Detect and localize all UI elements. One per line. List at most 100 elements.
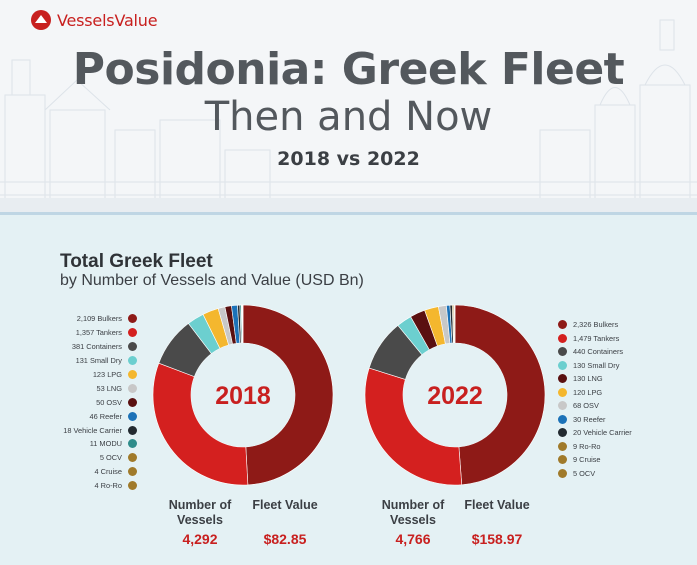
donut-2022-hole	[403, 343, 507, 447]
legend-swatch	[128, 328, 137, 338]
donut-2022-slice-11	[454, 304, 456, 344]
legend-item: 9 Ro-Ro	[558, 440, 632, 454]
legend-item: 20 Vehicle Carrier	[558, 426, 632, 440]
legend-item: 46 Reefer	[63, 409, 137, 423]
comparison-label: 2018 vs 2022	[277, 148, 420, 170]
legend-label: 131 Small Dry	[75, 356, 122, 366]
stat-2022-vessels-label: Number of Vessels	[381, 498, 445, 527]
legend-label: 2,109 Bulkers	[76, 314, 122, 324]
legend-swatch	[128, 356, 137, 366]
city-skyline-illustration	[0, 19, 697, 212]
legend-swatch	[128, 383, 137, 393]
legend-label: 20 Vehicle Carrier	[573, 428, 632, 438]
legend-swatch	[128, 342, 137, 352]
legend-label: 30 Reefer	[573, 414, 606, 424]
stat-2018-fleet-label: Fleet Value	[252, 498, 318, 512]
legend-item: 1,357 Tankers	[63, 326, 137, 340]
legend-label: 4 Cruise	[94, 467, 122, 477]
legend-item: 120 LPG	[558, 386, 632, 400]
legend-swatch	[128, 481, 137, 491]
legend-label: 123 LPG	[92, 370, 122, 379]
legend-label: 9 Ro-Ro	[573, 441, 601, 451]
legend-swatch	[558, 414, 567, 424]
legend-label: 68 OSV	[573, 401, 599, 411]
legend-swatch	[558, 333, 567, 343]
legend-item: 11 MODU	[63, 437, 137, 451]
legend-item: 131 Small Dry	[63, 354, 137, 368]
legend-swatch	[558, 387, 567, 397]
brand-name: VesselsValue	[57, 10, 158, 30]
legend-item: 2,109 Bulkers	[63, 312, 137, 326]
legend-swatch	[128, 397, 137, 407]
legend-swatch	[558, 441, 567, 451]
stat-2022-fleet-label: Fleet Value	[464, 498, 530, 512]
legend-item: 130 LNG	[558, 372, 632, 386]
legend-item: 1,479 Tankers	[558, 332, 632, 346]
legend-swatch	[558, 374, 567, 384]
legend-item: 18 Vehicle Carrier	[63, 423, 137, 437]
legend-label: 4 Ro-Ro	[94, 481, 122, 491]
legend-swatch	[128, 411, 137, 421]
legend-swatch	[558, 401, 567, 411]
legend-item: 381 Containers	[63, 340, 137, 354]
brand-logo: VesselsValue	[30, 9, 158, 31]
page-title: Posidonia: Greek Fleet	[72, 44, 625, 95]
legend-swatch	[128, 467, 137, 477]
legend-label: 120 LPG	[573, 387, 603, 397]
legend-label: 53 LNG	[96, 383, 122, 393]
section-title: Total Greek Fleet	[60, 251, 213, 272]
legend-item: 30 Reefer	[558, 413, 632, 427]
legend-label: 50 OSV	[96, 397, 122, 407]
legend-label: 9 Cruise	[573, 455, 601, 465]
legend-2018: 2,109 Bulkers 1,357 Tankers 381 Containers…	[63, 312, 137, 493]
legend-swatch	[558, 428, 567, 438]
legend-swatch	[558, 468, 567, 478]
legend-item: 5 OCV	[63, 451, 137, 465]
donut-2018-hole	[191, 343, 295, 447]
stat-2022-fleet-value: $158.97	[471, 531, 523, 547]
legend-label: 46 Reefer	[89, 411, 122, 421]
legend-2022: 2,326 Bulkers 1,479 Tankers 440 Containers…	[558, 318, 632, 480]
legend-swatch	[558, 347, 567, 357]
legend-item: 2,326 Bulkers	[558, 318, 632, 332]
legend-item: 50 OSV	[63, 395, 137, 409]
legend-item: 68 OSV	[558, 399, 632, 413]
legend-item: 4 Ro-Ro	[63, 479, 137, 493]
legend-label: 2,326 Bulkers	[573, 320, 619, 330]
donut-2018-center-label: 2018	[215, 382, 271, 410]
legend-swatch	[128, 370, 137, 379]
legend-item: 9 Cruise	[558, 453, 632, 467]
legend-label: 440 Containers	[573, 347, 624, 357]
legend-label: 5 OCV	[99, 453, 122, 463]
donut-2022-center-label: 2022	[427, 382, 483, 410]
legend-label: 130 LNG	[573, 374, 603, 384]
stat-2018-vessels-value: 4,292	[182, 531, 218, 547]
legend-item: 440 Containers	[558, 345, 632, 359]
legend-swatch	[558, 360, 567, 370]
page-subtitle: Then and Now	[204, 94, 493, 140]
section-subtitle: by Number of Vessels and Value (USD Bn)	[60, 272, 364, 289]
stat-2018-fleet-value: $82.85	[263, 531, 307, 547]
header-divider	[0, 212, 697, 215]
legend-label: 381 Containers	[71, 342, 122, 352]
legend-item: 123 LPG	[63, 368, 137, 382]
legend-swatch	[558, 320, 567, 330]
legend-swatch	[128, 425, 137, 435]
legend-label: 130 Small Dry	[573, 360, 620, 370]
legend-item: 53 LNG	[63, 381, 137, 395]
legend-label: 11 MODU	[89, 439, 122, 449]
brand-logo-icon	[31, 10, 51, 30]
legend-item: 4 Cruise	[63, 465, 137, 479]
legend-label: 1,357 Tankers	[75, 328, 122, 338]
stat-2022-vessels-value: 4,766	[395, 531, 431, 547]
stat-2018-vessels-label: Number of Vessels	[168, 498, 232, 527]
chart-panel	[0, 215, 697, 565]
legend-swatch	[128, 439, 137, 449]
legend-label: 18 Vehicle Carrier	[63, 425, 122, 435]
donut-2018-slice-12	[242, 304, 244, 344]
legend-swatch	[128, 314, 137, 324]
legend-swatch	[128, 453, 137, 463]
legend-item: 5 OCV	[558, 467, 632, 481]
legend-swatch	[558, 455, 567, 465]
